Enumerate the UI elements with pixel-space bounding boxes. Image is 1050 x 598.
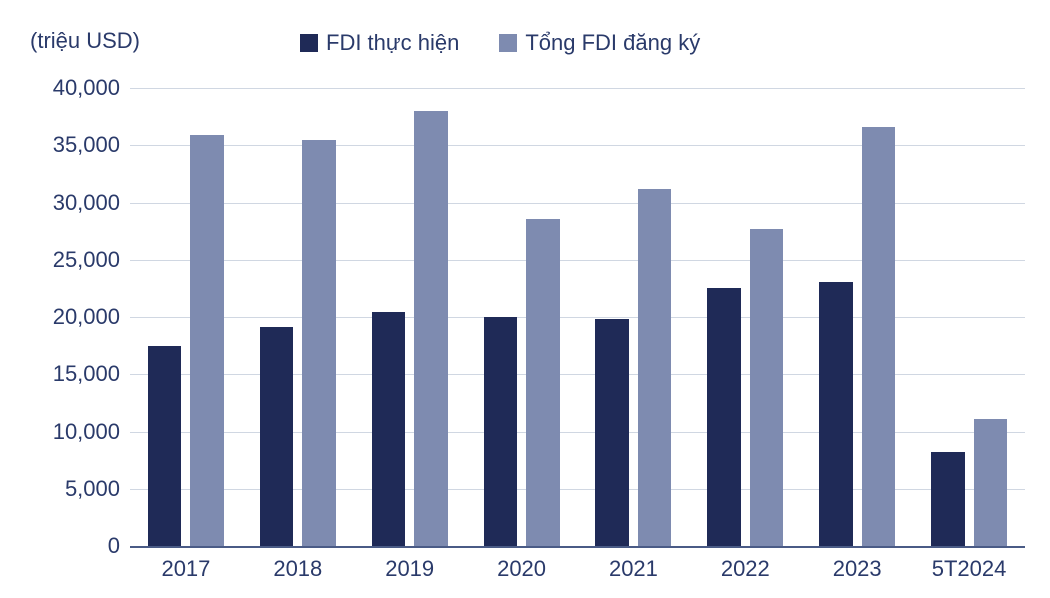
bar [302,140,336,546]
bar [484,317,518,546]
bar [260,327,294,546]
legend-label-2: Tổng FDI đăng ký [525,30,700,56]
bar [707,288,741,546]
y-tick-label: 25,000 [53,247,130,273]
x-tick-label: 2023 [833,546,882,582]
bar [414,111,448,546]
y-tick-label: 5,000 [65,476,130,502]
y-tick-label: 40,000 [53,75,130,101]
bar [638,189,672,546]
fdi-bar-chart: (triệu USD) FDI thực hiện Tổng FDI đăng … [0,0,1050,598]
y-tick-label: 0 [108,533,130,559]
grid-line [130,88,1025,89]
y-tick-label: 20,000 [53,304,130,330]
y-tick-label: 35,000 [53,132,130,158]
bar [595,319,629,546]
plot-area: 05,00010,00015,00020,00025,00030,00035,0… [130,88,1025,546]
bar [819,282,853,546]
legend-item: Tổng FDI đăng ký [499,30,700,56]
y-tick-label: 30,000 [53,190,130,216]
x-tick-label: 2022 [721,546,770,582]
x-tick-label: 2017 [161,546,210,582]
y-tick-label: 15,000 [53,361,130,387]
x-tick-label: 2019 [385,546,434,582]
legend: FDI thực hiện Tổng FDI đăng ký [300,30,700,56]
y-axis-title: (triệu USD) [30,28,140,54]
grid-line [130,546,1025,548]
x-tick-label: 2018 [273,546,322,582]
bar [372,312,406,546]
bar [148,346,182,546]
x-tick-label: 5T2024 [932,546,1007,582]
legend-swatch-2 [499,34,517,52]
bar [931,452,965,546]
bar [750,229,784,546]
bar [190,135,224,546]
y-tick-label: 10,000 [53,419,130,445]
x-tick-label: 2020 [497,546,546,582]
bar [974,419,1008,546]
legend-swatch-1 [300,34,318,52]
legend-item: FDI thực hiện [300,30,459,56]
x-tick-label: 2021 [609,546,658,582]
bar [526,219,560,546]
legend-label-1: FDI thực hiện [326,30,459,56]
bar [862,127,896,546]
